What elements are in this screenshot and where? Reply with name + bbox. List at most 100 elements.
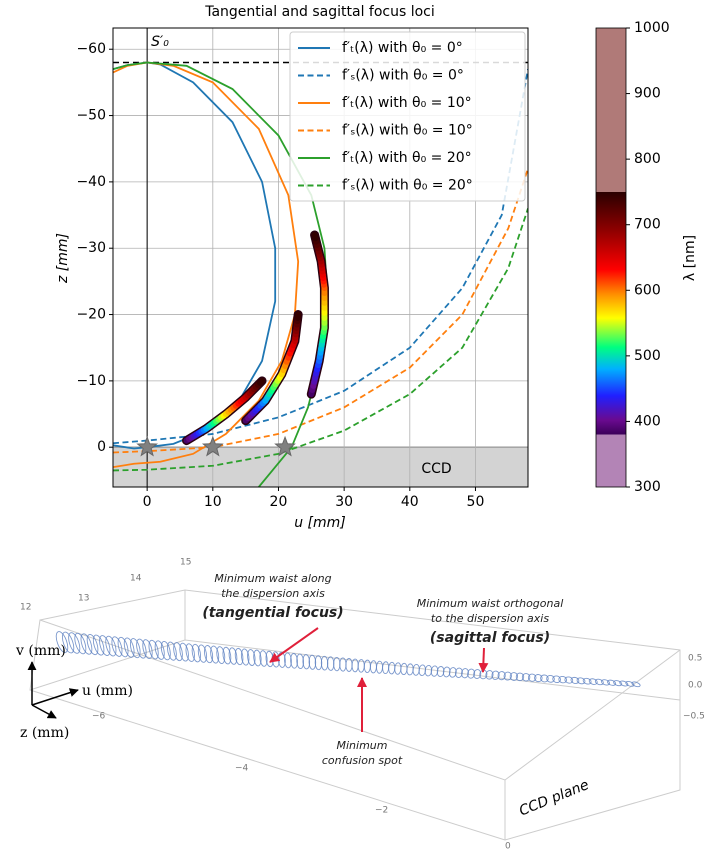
beam-spot [345, 658, 353, 672]
annotation: the dispersion axis [221, 587, 325, 600]
beam-spot [105, 635, 117, 657]
beam-spot [308, 654, 317, 670]
beam-spot [80, 633, 93, 655]
beam-spot [228, 647, 238, 665]
beam-spot [570, 676, 580, 684]
beam-spot [61, 631, 75, 654]
source-label: S′₀ [151, 34, 169, 50]
beam-spot [394, 662, 402, 675]
x-tick-label: 50 [467, 494, 485, 510]
beam-spot [503, 671, 512, 681]
beam-spot [467, 668, 476, 679]
beam-spot [142, 639, 153, 659]
series-line [113, 68, 528, 445]
beam-spot [203, 645, 214, 664]
side-tick: 0.0 [688, 681, 703, 691]
beam-spot [497, 671, 506, 681]
annotation-title: (tangential focus) [202, 605, 343, 621]
beam-spot [167, 641, 177, 661]
beam-spot [314, 655, 323, 671]
beam-spot [148, 639, 159, 660]
y-tick-label: −50 [76, 108, 106, 124]
beam-spot [68, 632, 81, 654]
colorbar-tick-label: 800 [634, 151, 661, 167]
back-tick: 14 [130, 574, 142, 584]
colorbar-tick-label: 600 [634, 282, 661, 298]
beam-spot [455, 667, 463, 679]
beam-spot [527, 673, 537, 682]
arrow [478, 647, 489, 673]
y-axis-label: z [mm] [55, 233, 71, 284]
beam-spot [600, 679, 610, 686]
plot-frame [112, 27, 529, 488]
beam-spot [234, 647, 244, 666]
beam-spot [442, 666, 451, 678]
colorbar-tick-label: 900 [634, 86, 661, 102]
beam-spot [515, 672, 525, 682]
beam-spot [534, 674, 543, 683]
beam-spot [247, 649, 256, 666]
y-tick-label: −30 [76, 240, 106, 256]
depth-tick: −2 [375, 806, 388, 816]
beam-spot [558, 675, 568, 684]
beam-spot [222, 646, 232, 665]
beam-spot [333, 656, 341, 672]
beam-spot [564, 676, 574, 684]
beam-spot [546, 675, 555, 683]
back-tick: 13 [78, 594, 89, 604]
beam-spot [376, 660, 383, 674]
y-tick-label: −60 [76, 41, 106, 57]
x-tick-label: 10 [204, 494, 222, 510]
beam-spot [99, 635, 111, 656]
beam-spot [436, 666, 445, 678]
beam-spot [540, 674, 549, 683]
beam-spot [216, 646, 226, 664]
annotation: to the dispersion axis [431, 612, 549, 625]
depth-tick: −4 [235, 764, 249, 774]
series-line [113, 208, 528, 472]
beam-spot [253, 649, 262, 667]
colorbar-label: λ [nm] [682, 235, 698, 281]
back-tick: 15 [180, 558, 191, 568]
x-tick-label: 40 [401, 494, 419, 510]
beam-spot [607, 679, 617, 686]
beam-spot [185, 643, 195, 662]
series-line [113, 168, 528, 454]
star-marker [274, 435, 296, 457]
beam-streak [55, 631, 641, 688]
beam-spot [296, 653, 305, 670]
colorbar-tick-label: 1000 [634, 20, 670, 36]
beam-spot [631, 681, 641, 688]
beam-spot [382, 661, 390, 675]
legend-box [289, 31, 526, 202]
beam-spot [197, 644, 208, 663]
arrow [269, 627, 319, 663]
colorbar: 300 400 500 600 700 800 900 1000 [595, 20, 670, 495]
beam-spot [461, 668, 469, 679]
colorbar-fill [595, 27, 627, 488]
beam-spot [136, 638, 147, 659]
star-marker [136, 435, 159, 457]
beam-spot [154, 640, 165, 660]
beam-spot [290, 653, 298, 669]
x-tick-label: 20 [270, 494, 288, 510]
legend-label: f′ₛ(λ) with θ₀ = 10° [342, 123, 473, 139]
beam-spot [552, 675, 561, 683]
beam-spot [485, 670, 494, 680]
beam-spot [509, 672, 519, 681]
x-axis-label: u [mm] [294, 515, 346, 531]
beam-spot [160, 640, 171, 661]
x-tick-label: 30 [335, 494, 353, 510]
plane-label: CCD plane [517, 777, 591, 819]
beam-spot [521, 673, 531, 682]
plot: 0 10 20 30 40 50 0 −10 −20 −30 −40 −50 −60 S′₀ CCD f′ₜ(… [76, 27, 529, 510]
y-tick-label: −40 [76, 174, 106, 190]
colorbar-tick-label: 500 [634, 348, 661, 364]
beam-spot [74, 632, 87, 655]
colorbar-tick-label: 700 [634, 217, 661, 233]
beam-spot [473, 669, 482, 679]
beam-spot [55, 631, 69, 653]
beam-spot [129, 638, 141, 659]
chart-title: Tangential and sagittal focus loci [204, 4, 435, 20]
